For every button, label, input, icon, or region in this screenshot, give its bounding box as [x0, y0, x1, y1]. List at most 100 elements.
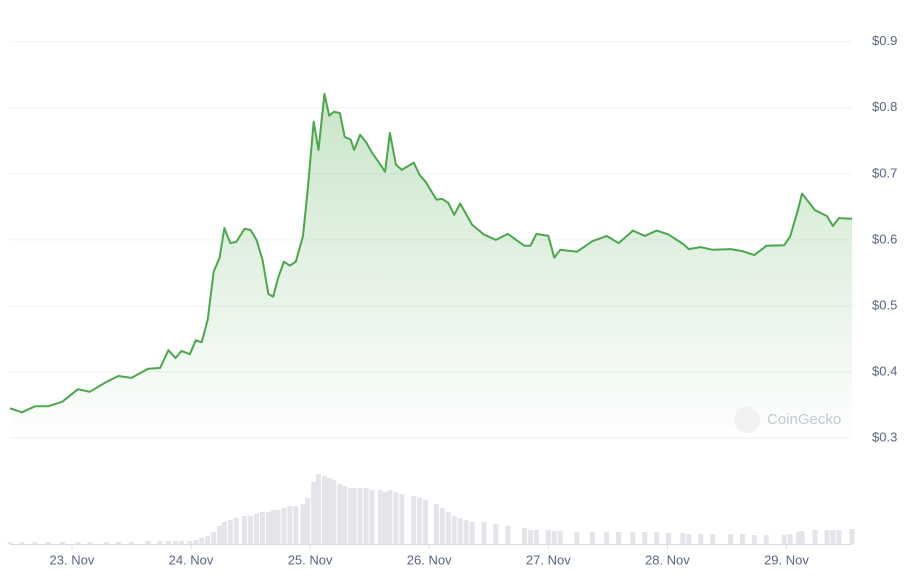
volume-bar — [331, 480, 337, 544]
volume-bar — [481, 522, 487, 544]
volume-bar — [417, 498, 423, 544]
volume-bar — [103, 542, 109, 544]
volume-bar — [698, 534, 704, 544]
volume-bar — [59, 542, 65, 544]
y-tick-label: $0.4 — [872, 363, 897, 378]
volume-bar — [211, 532, 217, 544]
volume-bar — [326, 478, 332, 544]
y-tick-label: $0.8 — [872, 99, 897, 114]
volume-bar — [321, 476, 327, 544]
volume-bar — [849, 529, 855, 544]
x-tick-label: 29. Nov — [764, 552, 809, 567]
volume-bar — [411, 496, 417, 544]
volume-bar — [728, 534, 734, 544]
volume-bar — [305, 498, 311, 544]
volume-bar — [423, 500, 429, 544]
volume-bar — [19, 542, 25, 544]
y-tick-label: $0.6 — [872, 231, 897, 246]
watermark-logo — [734, 407, 760, 433]
volume-bar — [393, 492, 399, 544]
volume-bar — [315, 474, 321, 544]
volume-bar — [812, 530, 818, 544]
volume-bar — [157, 541, 163, 544]
volume-bar — [300, 504, 306, 544]
volume-bar — [521, 528, 527, 544]
volume-bar — [265, 512, 271, 544]
volume-bar — [45, 542, 51, 544]
plot — [9, 92, 853, 445]
volume-bar — [763, 535, 769, 544]
volume-bar — [445, 512, 451, 544]
x-tick-label: 23. Nov — [50, 552, 95, 567]
volume-bar — [275, 510, 281, 544]
volume-bar — [199, 538, 205, 544]
volume-bar — [551, 531, 557, 544]
volume-bar — [439, 508, 445, 544]
volume-bar — [337, 484, 343, 544]
x-tick-label: 24. Nov — [169, 552, 214, 567]
volume-bar — [399, 494, 405, 544]
volume-bar — [451, 516, 457, 544]
volume-bar — [75, 542, 81, 544]
volume-bar — [787, 534, 793, 544]
x-tick-label: 25. Nov — [288, 552, 333, 567]
volume-bar — [217, 526, 223, 544]
volume-bar — [311, 482, 317, 544]
volume-bar — [227, 520, 233, 544]
volume-bar — [666, 533, 672, 544]
volume-bar — [115, 542, 121, 544]
volume-bar — [686, 534, 692, 544]
volume-bar — [739, 534, 745, 544]
volume-bar — [382, 492, 388, 544]
volume-bar — [270, 510, 276, 544]
price-line — [9, 92, 853, 414]
volume-bar — [357, 488, 363, 544]
volume-bar — [128, 542, 134, 544]
volume-bar — [387, 490, 393, 544]
volume-bar — [680, 533, 686, 544]
volume-bar — [242, 516, 248, 544]
y-tick-label: $0.7 — [872, 165, 897, 180]
volume-bar — [342, 486, 348, 544]
volume-bar — [642, 532, 648, 544]
volume-bar — [751, 535, 757, 544]
volume-bar — [630, 532, 636, 544]
volume-bar — [193, 540, 199, 544]
volume-bar — [545, 530, 551, 544]
volume-bar — [505, 526, 511, 544]
volume-bar — [830, 530, 836, 544]
volume-bar — [369, 490, 375, 544]
volume-bar — [795, 532, 801, 544]
volume-bar — [457, 518, 463, 544]
x-tick-label: 26. Nov — [407, 552, 452, 567]
volume-bar — [433, 504, 439, 544]
volume-bar — [836, 530, 842, 544]
volume-bars — [7, 474, 855, 544]
watermark-text: CoinGecko — [767, 411, 841, 428]
volume-bar — [221, 522, 227, 544]
volume-bar — [469, 522, 475, 544]
volume-bar — [205, 536, 211, 544]
price-area — [10, 93, 852, 445]
volume-bar — [533, 530, 539, 544]
volume-bar — [287, 506, 293, 544]
y-tick-label: $0.5 — [872, 297, 897, 312]
volume-bar — [799, 531, 805, 544]
y-tick-label: $0.9 — [872, 33, 897, 48]
volume-bar — [710, 534, 716, 544]
x-tick-label: 27. Nov — [526, 552, 571, 567]
volume-bar — [348, 488, 354, 544]
volume-bar — [377, 490, 383, 544]
volume-bar — [173, 541, 179, 544]
volume-bar — [781, 535, 787, 544]
volume-bar — [259, 512, 265, 544]
volume-bar — [654, 532, 660, 544]
volume-bar — [145, 541, 151, 544]
volume-bar — [574, 532, 580, 544]
x-tick-label: 28. Nov — [645, 552, 690, 567]
volume-bar — [527, 530, 533, 544]
volume-bar — [557, 531, 563, 544]
y-tick-label: $0.3 — [872, 429, 897, 444]
volume-bar — [32, 542, 38, 544]
